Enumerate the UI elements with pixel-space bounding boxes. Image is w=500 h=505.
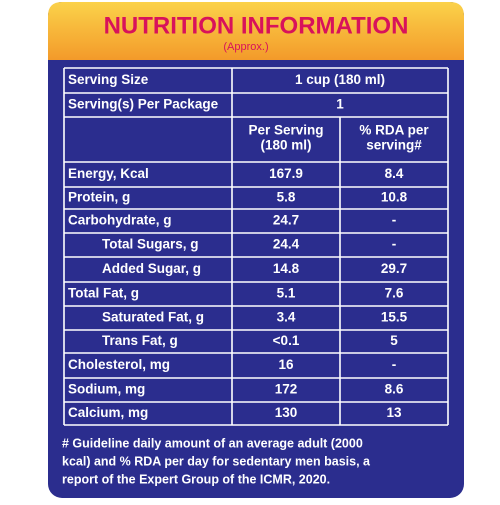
cell-value: 8.6 bbox=[385, 382, 404, 397]
row-label: Cholesterol, mg bbox=[68, 357, 170, 372]
cell-value: 16 bbox=[278, 357, 294, 372]
cell-value: 1 cup (180 ml) bbox=[295, 72, 385, 87]
row-label: Carbohydrate, g bbox=[68, 213, 172, 228]
cell-value: - bbox=[392, 357, 397, 372]
footnote: kcal) and % RDA per day for sedentary me… bbox=[62, 454, 371, 468]
row-label: Total Fat, g bbox=[68, 286, 139, 301]
cell-value: 29.7 bbox=[381, 261, 407, 276]
cell-value: 5 bbox=[390, 333, 398, 348]
row-label: Trans Fat, g bbox=[102, 333, 178, 348]
cell-value: 14.8 bbox=[273, 261, 300, 276]
cell-value: 172 bbox=[275, 382, 298, 397]
row-label: Calcium, mg bbox=[68, 405, 148, 420]
column-header: (180 ml) bbox=[260, 138, 311, 153]
cell-value: 24.7 bbox=[273, 213, 299, 228]
subtitle: (Approx.) bbox=[223, 41, 268, 53]
cell-value: 13 bbox=[386, 405, 402, 420]
cell-value: 3.4 bbox=[277, 310, 296, 325]
cell-value: 5.8 bbox=[277, 190, 296, 205]
row-label: Total Sugars, g bbox=[102, 237, 199, 252]
row-label: Energy, Kcal bbox=[68, 166, 149, 181]
cell-value: 5.1 bbox=[277, 286, 296, 301]
footnote: # Guideline daily amount of an average a… bbox=[62, 436, 363, 450]
title: NUTRITION INFORMATION bbox=[104, 12, 409, 39]
column-header: serving# bbox=[366, 138, 422, 153]
cell-value: - bbox=[392, 213, 397, 228]
cell-value: 15.5 bbox=[381, 310, 408, 325]
cell-value: 10.8 bbox=[381, 190, 408, 205]
footnote: report of the Expert Group of the ICMR, … bbox=[62, 472, 330, 486]
cell-value: - bbox=[392, 237, 397, 252]
row-label: Serving(s) Per Package bbox=[68, 97, 219, 112]
column-header: Per Serving bbox=[248, 123, 323, 138]
cell-value: 130 bbox=[275, 405, 298, 420]
cell-value: 24.4 bbox=[273, 237, 300, 252]
column-header: % RDA per bbox=[359, 123, 429, 138]
table: Serving Size 1 cup (180 ml) Serving(s) Per… bbox=[62, 67, 449, 486]
cell-value: 8.4 bbox=[385, 166, 404, 181]
cell-value: 7.6 bbox=[385, 286, 404, 301]
row-label: Protein, g bbox=[68, 190, 130, 205]
cell-value: 1 bbox=[336, 97, 344, 112]
row-label: Sodium, mg bbox=[68, 382, 145, 397]
header-band bbox=[48, 2, 464, 60]
label-background bbox=[48, 2, 464, 498]
cell-value: 167.9 bbox=[269, 166, 303, 181]
row-label: Saturated Fat, g bbox=[102, 310, 204, 325]
cell-value: <0.1 bbox=[273, 333, 300, 348]
row-label: Added Sugar, g bbox=[102, 261, 201, 276]
row-label: Serving Size bbox=[68, 72, 149, 87]
